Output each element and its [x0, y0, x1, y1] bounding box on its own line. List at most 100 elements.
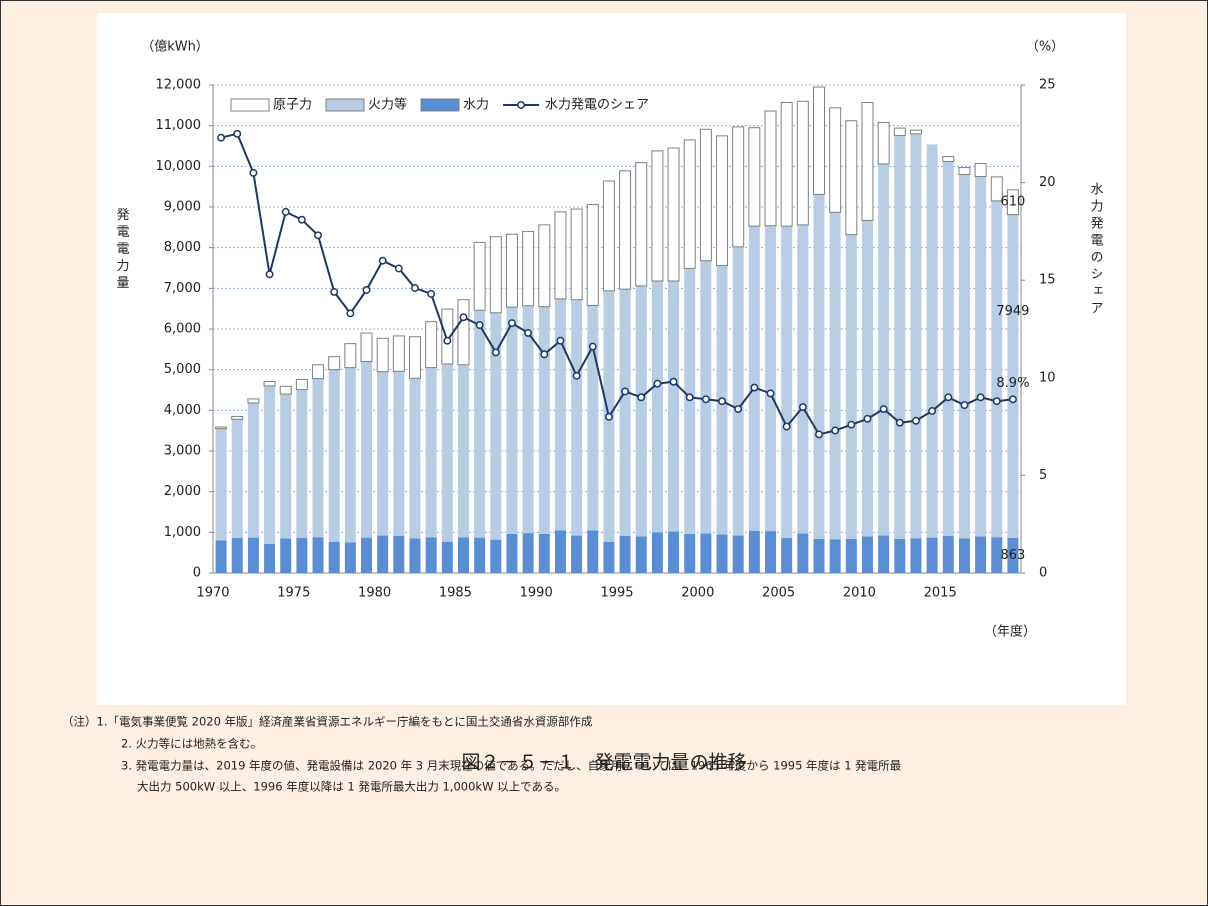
share-point	[831, 426, 840, 435]
bar-segment	[247, 403, 259, 538]
y-tick-label: 10,000	[156, 159, 202, 174]
share-point	[394, 264, 403, 273]
x-tick-label: 1980	[358, 586, 391, 601]
share-point	[459, 313, 468, 322]
y-tick-label: 7,000	[164, 281, 201, 296]
bar-segment	[586, 204, 599, 306]
bar-segment	[425, 367, 437, 538]
bar-segment	[861, 536, 873, 573]
bar-segment	[441, 308, 454, 365]
bar-segment	[748, 530, 760, 573]
bar-segment	[781, 538, 793, 573]
share-point	[944, 393, 953, 402]
bar-segment	[312, 364, 325, 380]
bar-segment	[877, 121, 890, 165]
bar-segment	[344, 367, 356, 543]
share-point	[992, 397, 1001, 406]
bar-segment	[505, 233, 518, 308]
share-point	[265, 270, 274, 279]
bar-segment	[635, 285, 647, 537]
share-point	[540, 350, 549, 359]
bar-segment	[441, 541, 453, 573]
bar-segment	[716, 135, 729, 267]
bar-segment	[667, 147, 680, 282]
share-point	[798, 403, 807, 412]
bar-segment	[732, 126, 745, 248]
bar-segment	[651, 281, 663, 533]
bar-segment	[247, 398, 260, 404]
bar-segment	[231, 415, 244, 420]
share-point	[976, 393, 985, 402]
bar-segment	[619, 535, 631, 573]
bar-segment	[684, 533, 696, 573]
bar-segment	[1007, 537, 1019, 573]
bar-segment	[909, 129, 922, 135]
data-label: 8.9%	[996, 376, 1029, 391]
bar-segment	[910, 133, 922, 539]
axis-title: 水力発電のシェア	[1088, 182, 1104, 318]
bar-segment	[280, 394, 292, 539]
share-point	[637, 393, 646, 402]
bar-segment	[699, 128, 712, 262]
bar-segment	[344, 343, 357, 369]
bar-segment	[975, 536, 987, 573]
bar-segment	[571, 535, 583, 573]
bar-segment	[377, 535, 389, 573]
bar-segment	[974, 162, 987, 177]
y-tick-label: 4,000	[164, 403, 201, 418]
bar-segment	[264, 543, 276, 573]
x-tick-label: 2015	[924, 586, 957, 601]
share-point	[718, 397, 726, 406]
y2-tick-label: 10	[1039, 370, 1056, 385]
share-point	[443, 336, 452, 345]
bar-segment	[376, 337, 389, 373]
share-point	[750, 383, 759, 392]
bar-segment	[506, 307, 518, 534]
y-tick-label: 2,000	[164, 484, 201, 499]
bar-segment	[990, 176, 1003, 202]
note: （注）1.「電気事業便覧 2020 年版」経済産業省資源エネルギー庁編をもとに国…	[62, 715, 593, 729]
share-point	[378, 256, 387, 265]
bar-segment	[264, 385, 276, 544]
bar-segment	[457, 537, 469, 573]
bar-segment	[474, 537, 486, 573]
bar-segment	[231, 538, 243, 573]
bar-segment	[619, 170, 632, 290]
legend-swatch	[420, 98, 460, 112]
share-point	[524, 328, 533, 337]
bar-segment	[554, 211, 567, 300]
share-point	[588, 342, 597, 351]
y2-unit: （%）	[1026, 40, 1064, 55]
legend-swatch	[230, 98, 270, 112]
share-point	[782, 422, 791, 431]
bar-segment	[748, 226, 760, 531]
bar-segment	[603, 541, 615, 573]
caption: 図２－５－１ 発電電力量の推移	[461, 752, 746, 774]
bar-segment	[377, 371, 389, 536]
bar-segment	[587, 530, 599, 573]
legend-swatch	[325, 98, 365, 112]
bar-segment	[409, 378, 421, 539]
bar-segment	[441, 363, 453, 542]
share-point	[701, 395, 710, 404]
bar-segment	[910, 538, 922, 573]
bar-segment	[829, 539, 841, 573]
bar-segment	[425, 537, 437, 573]
bar-segment	[474, 310, 486, 538]
bar-segment	[409, 336, 421, 379]
legend-label: 水力	[463, 98, 489, 113]
x-tick-label: 2005	[762, 586, 795, 601]
share-point	[346, 309, 355, 318]
bar-segment	[490, 312, 502, 540]
bar-segment	[764, 110, 777, 227]
share-point	[895, 418, 904, 427]
bar-segment	[894, 538, 906, 573]
bar-segment	[263, 380, 276, 387]
share-point	[508, 319, 516, 328]
legend-label: 火力等	[368, 97, 407, 113]
bar-segment	[393, 371, 405, 536]
y2-tick-label: 5	[1039, 468, 1047, 483]
bar-segment	[991, 537, 1003, 573]
share-point	[960, 401, 969, 410]
data-label: 7949	[996, 304, 1029, 319]
